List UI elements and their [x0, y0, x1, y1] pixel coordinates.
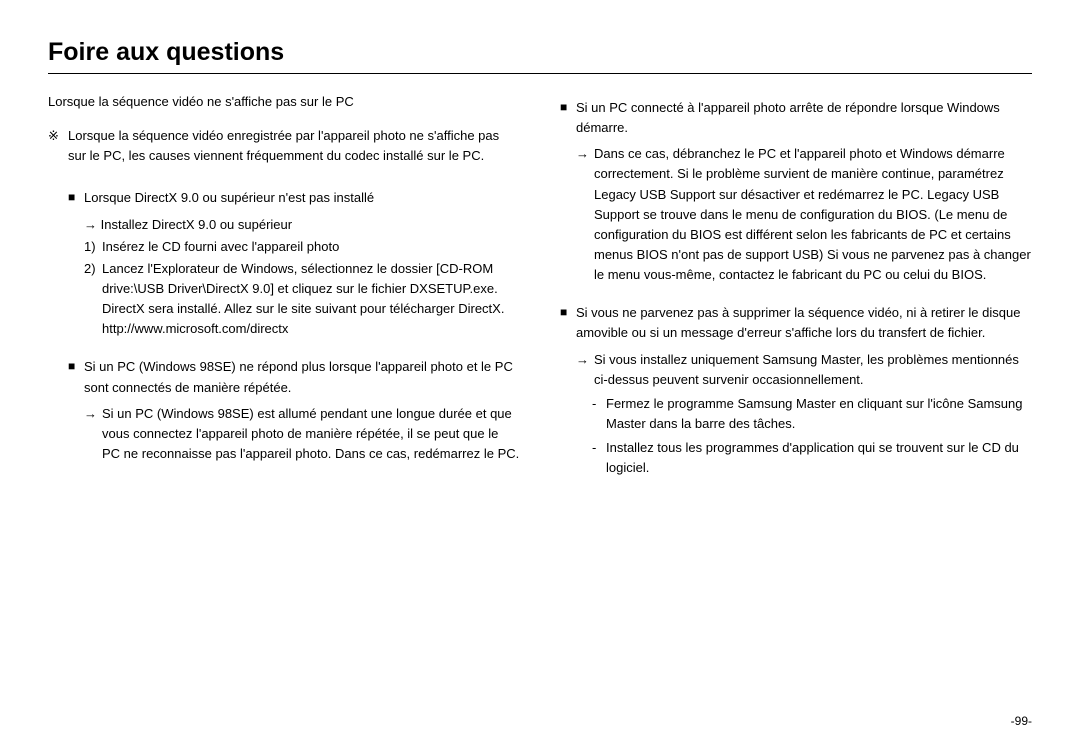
right-item-2-dash1-text: Fermez le programme Samsung Master en cl…: [606, 394, 1032, 434]
bullet-square-icon: ■: [68, 357, 84, 397]
left-item-3: ■ Si un PC (Windows 98SE) ne répond plus…: [68, 357, 520, 397]
left-item-2-text: Lorsque DirectX 9.0 ou supérieur n'est p…: [84, 188, 520, 208]
step-number: 1): [84, 237, 102, 257]
content-columns: Lorsque la séquence vidéo ne s'affiche p…: [48, 92, 1032, 482]
left-item-3-sub-text: Si un PC (Windows 98SE) est allumé penda…: [102, 404, 520, 464]
bullet-square-icon: ■: [560, 303, 576, 343]
arrow-icon: →: [84, 404, 102, 464]
left-item-1: ※ Lorsque la séquence vidéo enregistrée …: [48, 126, 520, 166]
left-item-2-arrow: → Installez DirectX 9.0 ou supérieur: [84, 215, 520, 235]
step-text: Insérez le CD fourni avec l'appareil pho…: [102, 237, 520, 257]
page-number: -99-: [1011, 714, 1032, 728]
right-item-1-text: Si un PC connecté à l'appareil photo arr…: [576, 98, 1032, 138]
right-item-2-sub-text: Si vous installez uniquement Samsung Mas…: [594, 350, 1032, 390]
right-item-1-sub-text: Dans ce cas, débranchez le PC et l'appar…: [594, 144, 1032, 285]
right-column: ■ Si un PC connecté à l'appareil photo a…: [560, 92, 1032, 482]
bullet-asterisk-icon: ※: [48, 126, 68, 166]
right-item-2-sub: → Si vous installez uniquement Samsung M…: [576, 350, 1032, 390]
left-item-2: ■ Lorsque DirectX 9.0 ou supérieur n'est…: [68, 188, 520, 208]
right-item-2-dash2-text: Installez tous les programmes d'applicat…: [606, 438, 1032, 478]
left-item-1-text: Lorsque la séquence vidéo enregistrée pa…: [68, 126, 520, 166]
arrow-icon: →: [576, 350, 594, 390]
bullet-square-icon: ■: [560, 98, 576, 138]
right-item-1-sub: → Dans ce cas, débranchez le PC et l'app…: [576, 144, 1032, 285]
step-number: 2): [84, 259, 102, 340]
right-item-1: ■ Si un PC connecté à l'appareil photo a…: [560, 98, 1032, 138]
right-item-2: ■ Si vous ne parvenez pas à supprimer la…: [560, 303, 1032, 343]
intro-text: Lorsque la séquence vidéo ne s'affiche p…: [48, 92, 520, 112]
step-text: Lancez l'Explorateur de Windows, sélecti…: [102, 259, 520, 340]
left-item-3-text: Si un PC (Windows 98SE) ne répond plus l…: [84, 357, 520, 397]
bullet-square-icon: ■: [68, 188, 84, 208]
page-title: Foire aux questions: [48, 38, 1032, 67]
title-rule: [48, 73, 1032, 74]
dash-icon: -: [592, 438, 606, 478]
dash-icon: -: [592, 394, 606, 434]
right-item-2-dash1: - Fermez le programme Samsung Master en …: [592, 394, 1032, 434]
left-column: Lorsque la séquence vidéo ne s'affiche p…: [48, 92, 520, 482]
right-item-2-dash2: - Installez tous les programmes d'applic…: [592, 438, 1032, 478]
document-page: Foire aux questions Lorsque la séquence …: [0, 0, 1080, 746]
left-item-2-step1: 1) Insérez le CD fourni avec l'appareil …: [84, 237, 520, 257]
left-item-3-sub: → Si un PC (Windows 98SE) est allumé pen…: [84, 404, 520, 464]
arrow-icon: →: [576, 144, 594, 285]
right-item-2-text: Si vous ne parvenez pas à supprimer la s…: [576, 303, 1032, 343]
left-item-2-step2: 2) Lancez l'Explorateur de Windows, séle…: [84, 259, 520, 340]
